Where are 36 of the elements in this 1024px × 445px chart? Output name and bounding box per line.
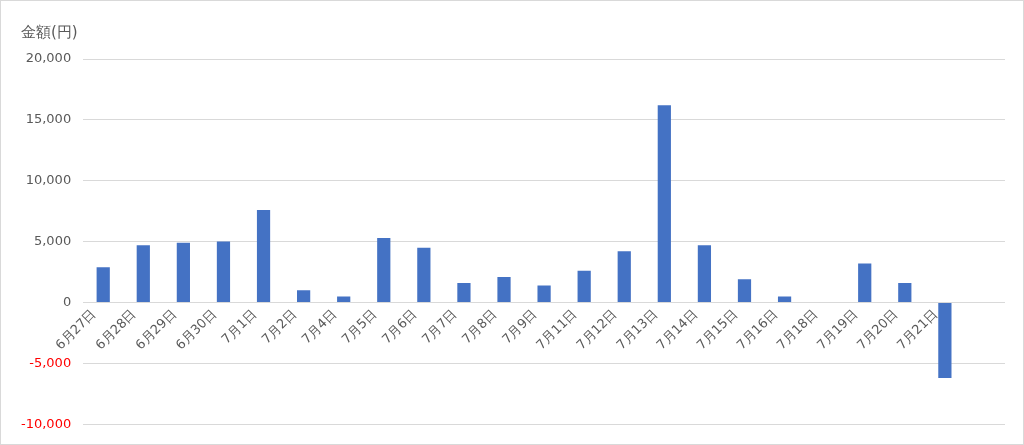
y-tick-label: 10,000 bbox=[25, 172, 72, 188]
x-tick-label: 7月5日 bbox=[338, 305, 380, 347]
x-tick-label: 7月7日 bbox=[418, 305, 460, 347]
bar bbox=[777, 296, 792, 302]
y-tick-label: 0 bbox=[62, 293, 72, 309]
bar bbox=[898, 282, 912, 302]
bar bbox=[697, 245, 712, 302]
bar bbox=[256, 209, 271, 302]
bar bbox=[377, 237, 391, 302]
y-tick-label: 15,000 bbox=[25, 111, 72, 127]
bar bbox=[737, 279, 752, 302]
y-tick-label: 20,000 bbox=[25, 50, 72, 66]
y-axis-title: 金額(円) bbox=[21, 22, 78, 41]
x-tick-label: 7月1日 bbox=[218, 305, 260, 347]
bar bbox=[216, 241, 231, 302]
bar bbox=[617, 251, 631, 302]
bar bbox=[657, 105, 671, 302]
bar bbox=[457, 282, 471, 302]
bar bbox=[96, 267, 110, 302]
bar bbox=[497, 276, 511, 302]
bar bbox=[136, 245, 150, 302]
x-tick-label: 7月4日 bbox=[298, 305, 340, 347]
x-tick-label: 7月6日 bbox=[378, 305, 420, 347]
bar bbox=[417, 247, 431, 302]
x-tick-label: 7月8日 bbox=[458, 305, 500, 347]
bar bbox=[938, 302, 952, 378]
bar bbox=[858, 263, 872, 302]
y-tick-label: 5,000 bbox=[33, 232, 72, 248]
bar bbox=[337, 296, 351, 302]
x-tick-label: 7月2日 bbox=[258, 305, 300, 347]
bar bbox=[537, 285, 551, 302]
bar bbox=[297, 290, 311, 302]
bar bbox=[577, 270, 591, 302]
y-tick-label: -5,000 bbox=[29, 354, 72, 370]
y-tick-label: -10,000 bbox=[20, 415, 72, 431]
bar bbox=[176, 242, 190, 302]
